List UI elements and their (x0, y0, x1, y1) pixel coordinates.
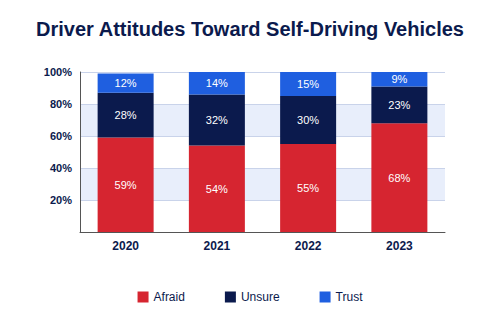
svg-text:40%: 40% (50, 162, 72, 174)
svg-text:54%: 54% (206, 183, 228, 195)
svg-text:14%: 14% (206, 77, 228, 89)
svg-text:68%: 68% (388, 172, 410, 184)
svg-text:2021: 2021 (204, 239, 231, 253)
svg-text:80%: 80% (50, 98, 72, 110)
svg-text:Afraid: Afraid (154, 290, 185, 304)
svg-text:100%: 100% (44, 66, 72, 78)
svg-text:Driver Attitudes Toward Self-D: Driver Attitudes Toward Self-Driving Veh… (36, 18, 464, 40)
svg-text:59%: 59% (115, 179, 137, 191)
svg-text:28%: 28% (115, 109, 137, 121)
svg-text:2020: 2020 (112, 239, 139, 253)
svg-text:15%: 15% (297, 78, 319, 90)
svg-text:12%: 12% (115, 77, 137, 89)
svg-text:30%: 30% (297, 114, 319, 126)
svg-text:9%: 9% (391, 73, 407, 85)
svg-text:2023: 2023 (386, 239, 413, 253)
svg-text:60%: 60% (50, 130, 72, 142)
svg-text:32%: 32% (206, 114, 228, 126)
svg-text:23%: 23% (388, 99, 410, 111)
svg-text:2022: 2022 (295, 239, 322, 253)
svg-text:20%: 20% (50, 194, 72, 206)
svg-text:Trust: Trust (336, 290, 364, 304)
svg-text:55%: 55% (297, 182, 319, 194)
svg-text:Unsure: Unsure (241, 290, 280, 304)
